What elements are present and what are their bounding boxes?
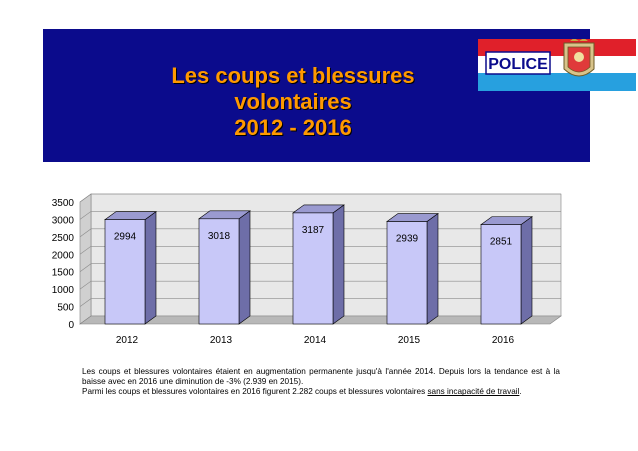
y-tick-label: 3000 <box>52 215 75 226</box>
caption: Les coups et blessures volontaires étaie… <box>82 367 560 398</box>
caption-paragraph-1: Les coups et blessures volontaires étaie… <box>82 367 560 387</box>
bar <box>104 219 146 325</box>
y-tick-label: 2500 <box>52 233 75 244</box>
title-banner: Les coups et blessures volontaires 2012 … <box>43 29 636 162</box>
data-label: 3187 <box>302 225 325 236</box>
title-line-1: Les coups et blessures <box>171 63 415 88</box>
data-label: 2994 <box>114 232 137 243</box>
x-tick-label: 2014 <box>304 335 327 346</box>
data-label: 2939 <box>396 234 419 245</box>
data-label: 3018 <box>208 231 231 242</box>
caption-prefix: Parmi les coups et blessures volontaires… <box>82 387 426 397</box>
bar-side <box>520 216 533 325</box>
data-label: 2851 <box>490 237 513 248</box>
y-tick-label: 2000 <box>52 250 75 261</box>
caption-underlined: sans incapacité de travail <box>427 387 520 397</box>
bar <box>198 218 240 325</box>
y-tick-label: 0 <box>68 320 74 331</box>
x-tick-label: 2013 <box>210 335 233 346</box>
title-line-3: 2012 - 2016 <box>234 115 352 140</box>
y-tick-label: 1000 <box>52 285 75 296</box>
bar <box>386 221 428 325</box>
bar-side <box>238 210 251 325</box>
title-line-2: volontaires <box>234 89 352 114</box>
police-logo: POLICE <box>478 39 636 91</box>
slide-title: Les coups et blessures volontaires 2012 … <box>43 63 543 141</box>
x-tick-label: 2016 <box>492 335 515 346</box>
y-tick-label: 3500 <box>52 198 75 209</box>
y-tick-label: 500 <box>57 303 74 314</box>
bar <box>292 212 334 325</box>
caption-paragraph-2: Parmi les coups et blessures volontaires… <box>82 387 560 397</box>
gridline <box>79 193 561 203</box>
x-tick-label: 2015 <box>398 335 421 346</box>
bar-side <box>426 212 439 325</box>
bar-side <box>332 204 345 325</box>
bar <box>480 224 522 325</box>
chart-side-wall <box>79 193 92 325</box>
caption-suffix: . <box>519 387 522 397</box>
bar-side <box>144 211 157 325</box>
logo-text: POLICE <box>488 56 548 73</box>
x-tick-label: 2012 <box>116 335 139 346</box>
bar-chart: 0 500 1000 1500 2000 2500 3000 3500 2994 2012 3018… <box>52 193 562 346</box>
coat-of-arms-icon <box>563 39 595 77</box>
gridline <box>79 211 561 220</box>
y-tick-label: 1500 <box>52 268 75 279</box>
